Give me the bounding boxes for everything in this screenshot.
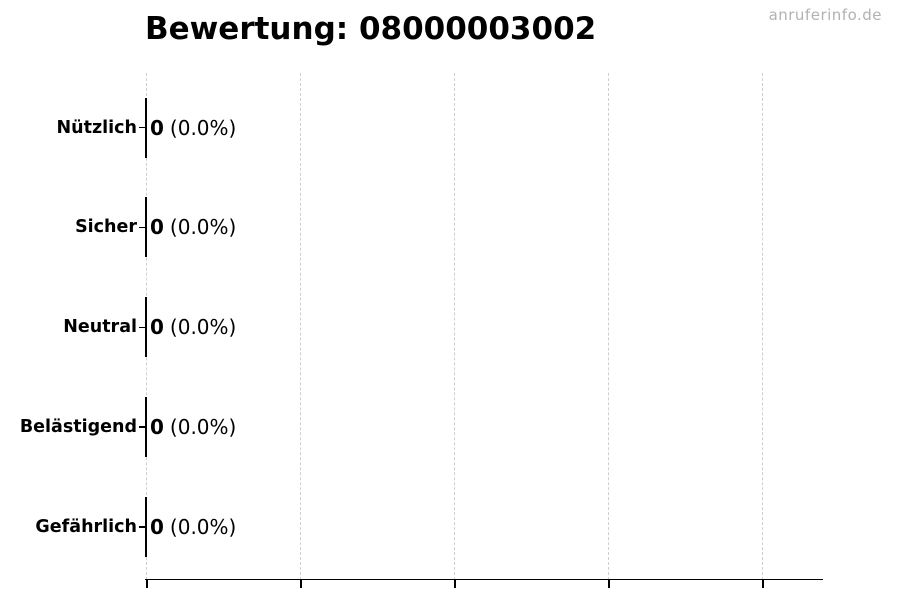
value-count: 0 bbox=[150, 315, 164, 340]
x-axis-tick bbox=[608, 580, 610, 588]
value-label: 0 (0.0%) bbox=[150, 214, 236, 240]
bar-zero-width bbox=[145, 197, 147, 258]
bar-zero-width bbox=[145, 297, 147, 358]
x-axis-tick bbox=[762, 580, 764, 588]
x-axis-tick bbox=[300, 580, 302, 588]
gridline bbox=[454, 73, 455, 580]
y-axis-tick bbox=[138, 426, 146, 428]
value-label: 0 (0.0%) bbox=[150, 414, 236, 440]
value-percent: (0.0%) bbox=[169, 315, 237, 340]
category-label: Sicher bbox=[75, 217, 137, 238]
value-count: 0 bbox=[150, 415, 164, 440]
value-percent: (0.0%) bbox=[169, 515, 237, 540]
y-axis-tick bbox=[138, 326, 146, 329]
value-label: 0 (0.0%) bbox=[150, 314, 236, 340]
x-axis-tick bbox=[454, 580, 456, 588]
value-label: 0 (0.0%) bbox=[150, 514, 236, 540]
value-percent: (0.0%) bbox=[169, 415, 237, 440]
gridline bbox=[300, 73, 301, 580]
gridline bbox=[762, 73, 763, 580]
value-count: 0 bbox=[150, 115, 164, 140]
x-axis-tick bbox=[146, 580, 148, 588]
value-label: 0 (0.0%) bbox=[150, 115, 236, 141]
gridline bbox=[608, 73, 609, 580]
watermark: anruferinfo.de bbox=[768, 6, 882, 24]
value-percent: (0.0%) bbox=[169, 215, 237, 240]
chart-title: Bewertung: 08000003002 bbox=[145, 11, 597, 47]
y-axis-tick bbox=[138, 226, 146, 229]
x-axis-line bbox=[145, 578, 823, 581]
y-axis-tick bbox=[138, 126, 146, 129]
bar-zero-width bbox=[145, 497, 147, 558]
category-label: Belästigend bbox=[19, 417, 137, 438]
category-label: Nützlich bbox=[56, 117, 138, 138]
value-percent: (0.0%) bbox=[169, 115, 237, 140]
value-count: 0 bbox=[150, 515, 164, 540]
category-label: Neutral bbox=[63, 317, 137, 338]
bar-zero-width bbox=[145, 97, 147, 158]
category-label: Gefährlich bbox=[35, 517, 137, 538]
value-count: 0 bbox=[150, 215, 164, 240]
y-axis-tick bbox=[138, 526, 146, 528]
bar-zero-width bbox=[145, 397, 147, 458]
